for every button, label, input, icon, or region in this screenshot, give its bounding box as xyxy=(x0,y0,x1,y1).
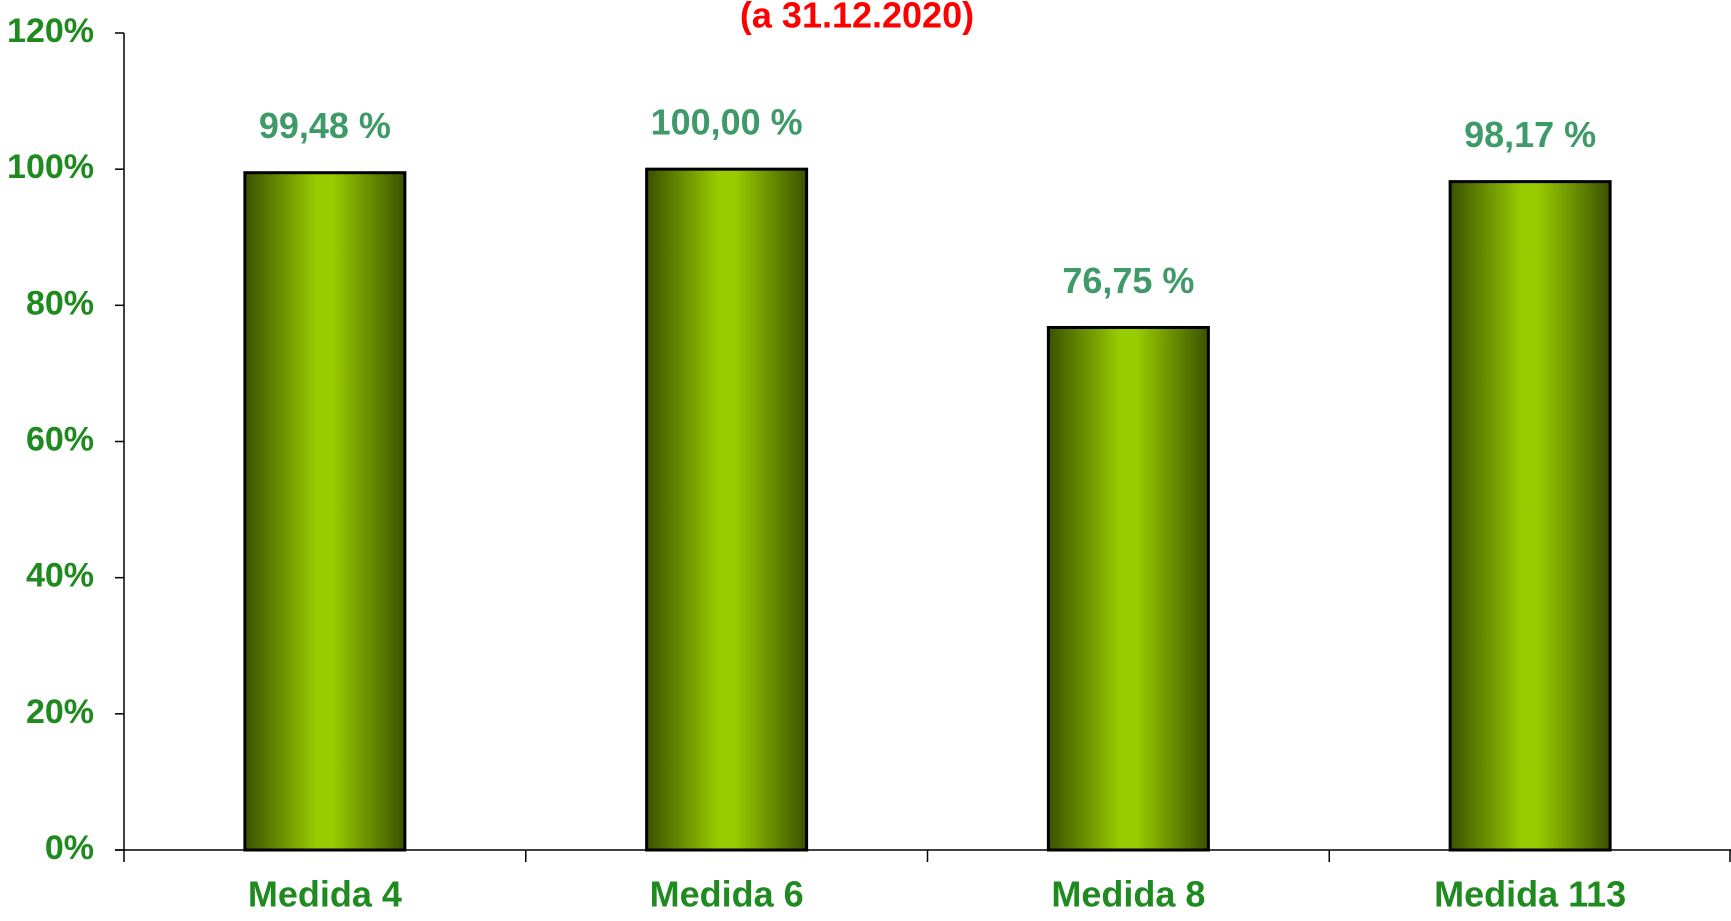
bar xyxy=(1448,180,1612,852)
x-tick-label: Medida 6 xyxy=(650,874,804,915)
bar xyxy=(243,171,407,852)
y-tick-label: 100% xyxy=(7,148,94,186)
value-label: 99,48 % xyxy=(259,105,391,146)
value-label: 98,17 % xyxy=(1464,114,1596,155)
value-label: 100,00 % xyxy=(651,102,803,143)
x-tick-label: Medida 113 xyxy=(1434,874,1626,915)
y-tick-label: 80% xyxy=(26,284,94,322)
bar xyxy=(1046,325,1210,852)
value-label: 76,75 % xyxy=(1062,260,1194,301)
y-tick-label: 20% xyxy=(26,693,94,731)
chart-title: (a 31.12.2020) xyxy=(740,0,974,36)
y-tick-label: 60% xyxy=(26,420,94,458)
x-tick-label: Medida 8 xyxy=(1051,874,1205,915)
y-tick-label: 0% xyxy=(45,829,94,867)
y-tick-label: 120% xyxy=(7,12,94,50)
x-tick-label: Medida 4 xyxy=(248,874,402,915)
y-tick-label: 40% xyxy=(26,557,94,595)
bar xyxy=(645,167,809,852)
